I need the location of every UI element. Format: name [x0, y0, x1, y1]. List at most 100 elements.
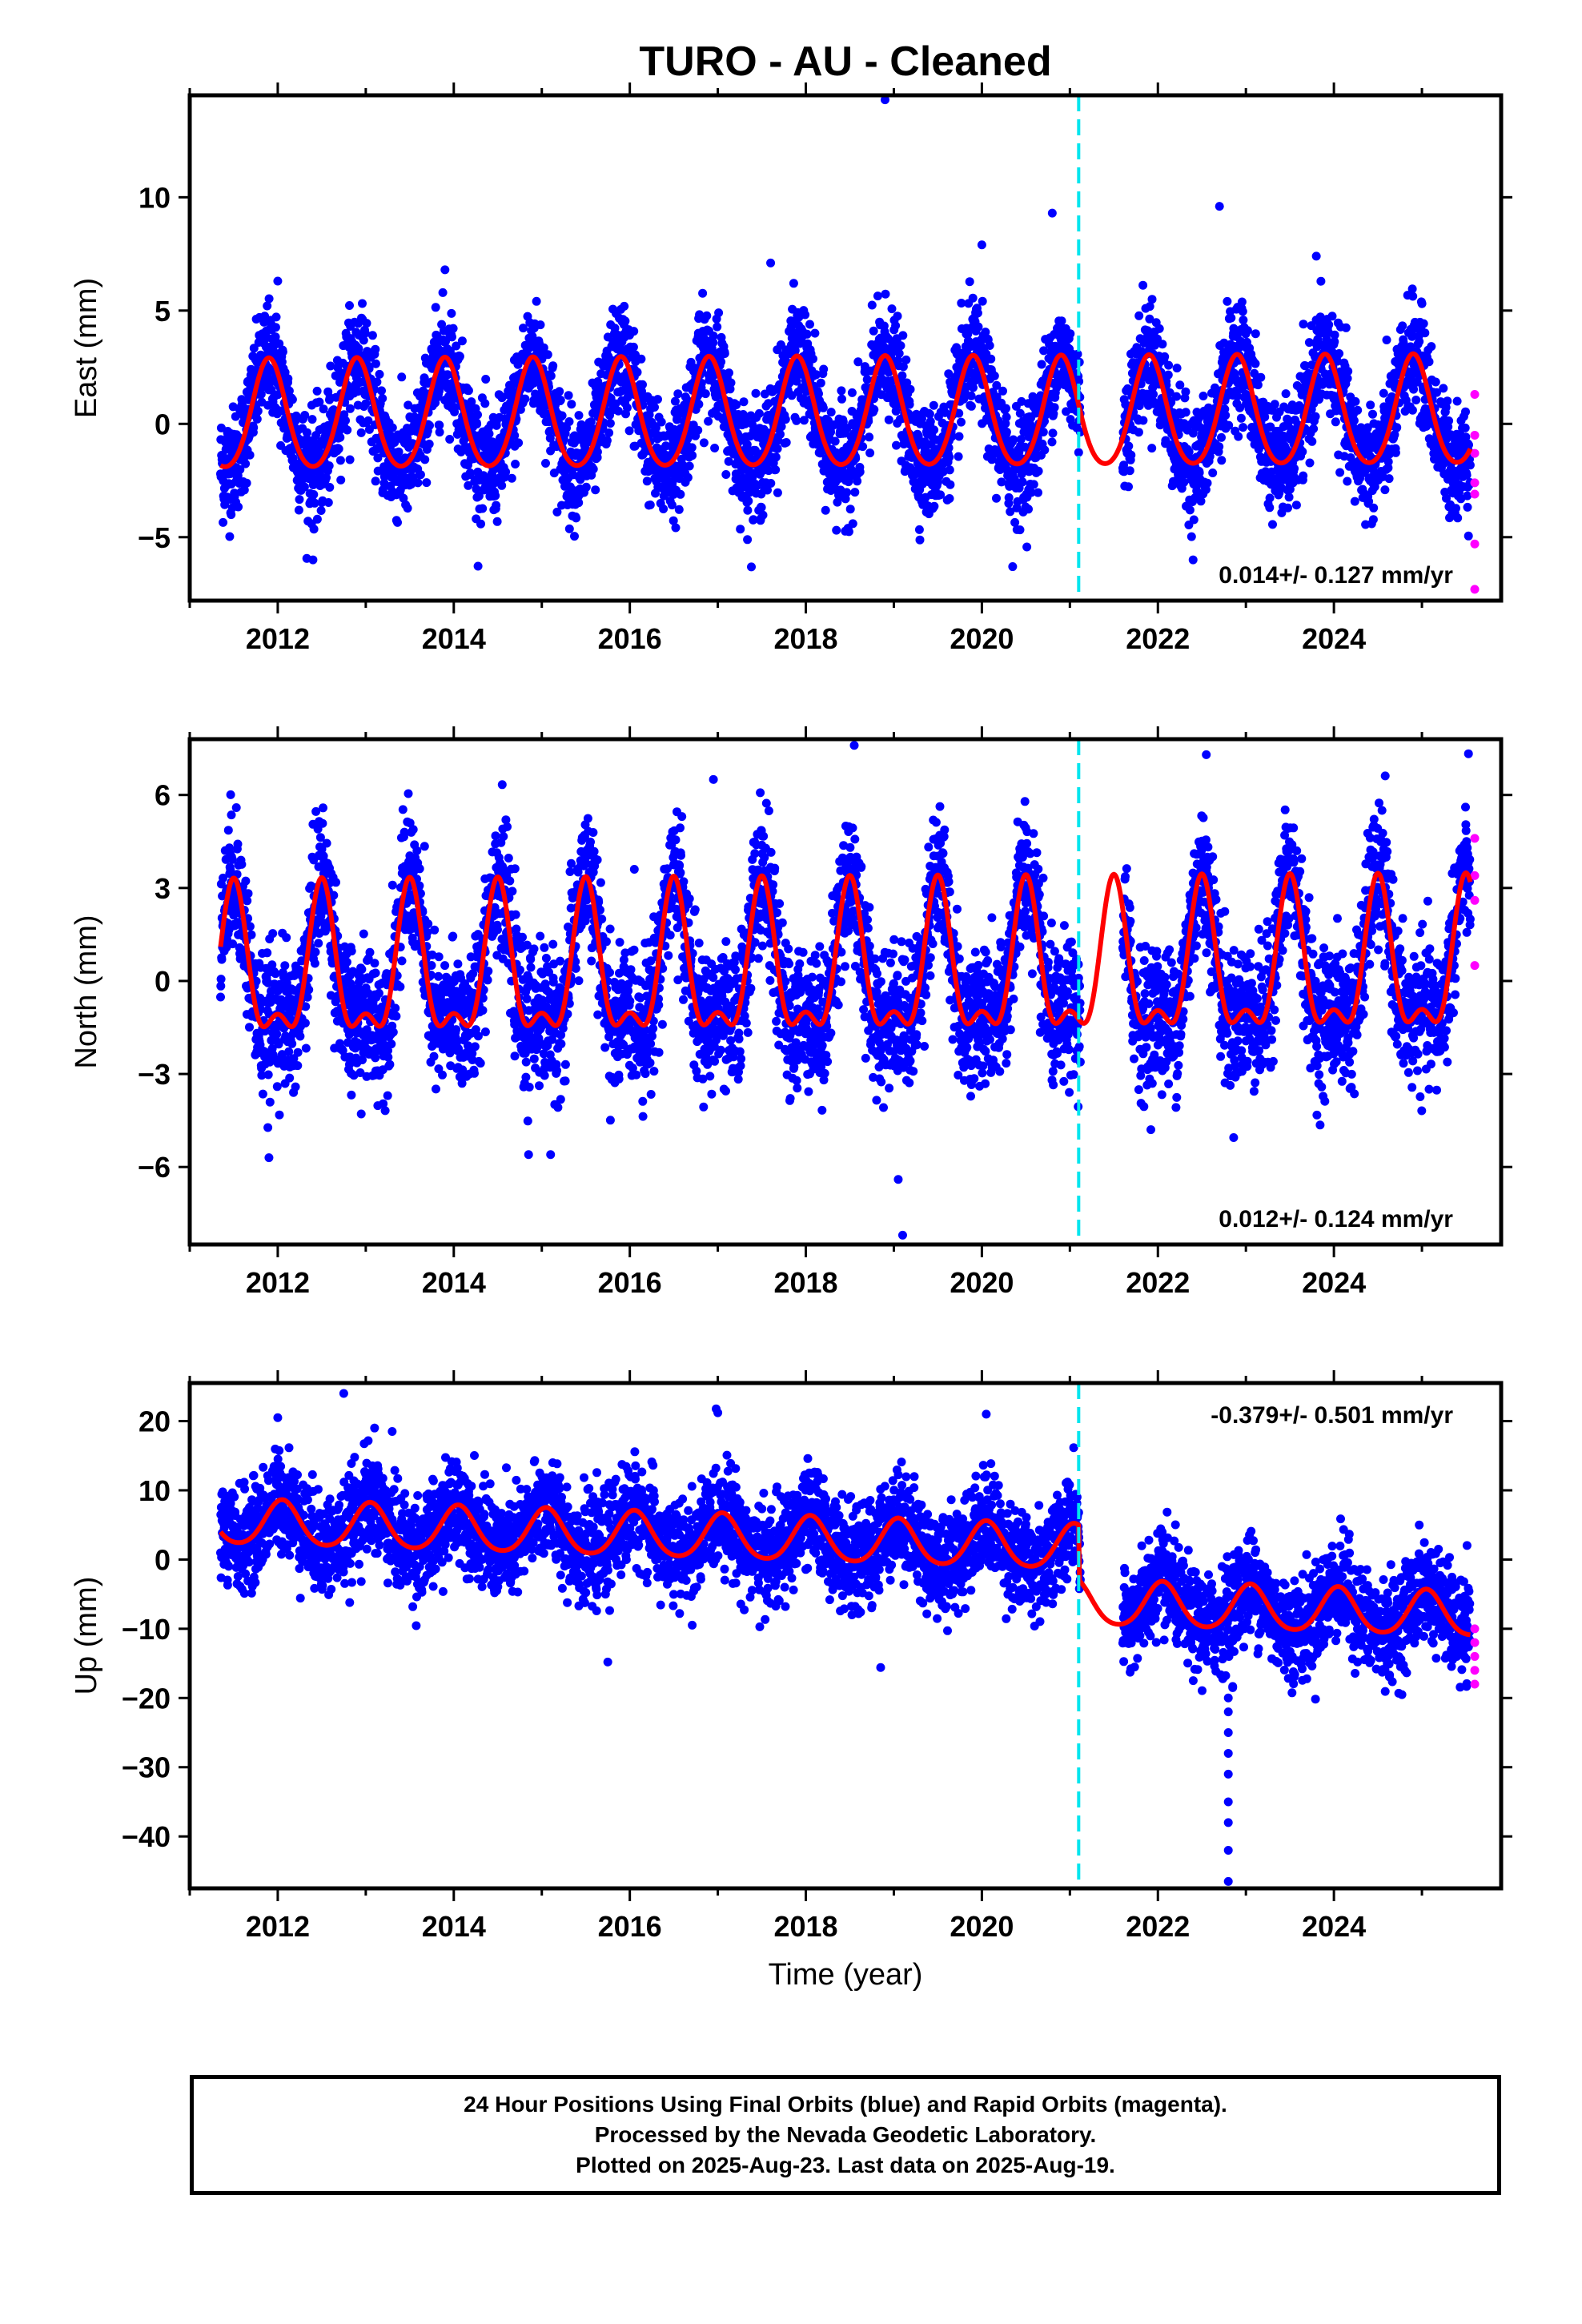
data-point — [1324, 320, 1334, 329]
data-point — [1311, 412, 1320, 421]
y-tick-label: 10 — [139, 181, 171, 214]
data-point — [361, 399, 371, 408]
data-point — [541, 459, 550, 468]
data-point — [1335, 468, 1345, 477]
data-point — [624, 426, 634, 436]
data-point — [830, 436, 840, 446]
data-point — [930, 501, 939, 511]
data-point — [1158, 340, 1167, 349]
data-point — [1407, 405, 1417, 415]
data-point — [673, 389, 683, 399]
data-point — [985, 341, 994, 350]
data-point — [556, 396, 565, 405]
data-point — [771, 465, 781, 475]
data-point — [990, 371, 999, 380]
data-point — [1452, 504, 1460, 513]
data-point — [315, 397, 324, 407]
data-point — [309, 490, 319, 499]
data-point — [1444, 416, 1454, 425]
data-point — [914, 525, 924, 534]
data-point — [532, 296, 541, 306]
data-point — [519, 324, 528, 333]
data-point — [709, 331, 718, 340]
data-point — [1189, 515, 1199, 525]
plot-area — [216, 95, 1480, 594]
data-point — [1343, 367, 1353, 376]
data-point — [1452, 396, 1462, 406]
data-point — [1290, 464, 1299, 473]
data-point — [901, 355, 911, 364]
data-point — [372, 377, 382, 387]
chart-title: TURO - AU - Cleaned — [639, 38, 1051, 85]
data-point — [1040, 445, 1050, 455]
data-point — [1184, 447, 1194, 456]
data-point — [1343, 476, 1352, 486]
data-point — [974, 322, 983, 332]
data-point — [1251, 329, 1260, 339]
data-point — [397, 372, 407, 382]
data-point — [650, 403, 659, 412]
data-point — [978, 296, 987, 306]
data-point — [685, 461, 694, 471]
data-point — [570, 532, 579, 541]
data-point — [1270, 400, 1279, 409]
data-point — [821, 505, 830, 515]
data-point — [747, 562, 756, 572]
data-point — [773, 488, 782, 497]
data-point — [865, 448, 875, 458]
rapid-point — [1470, 539, 1480, 549]
data-point — [1217, 456, 1227, 465]
data-point — [457, 336, 467, 346]
data-point — [1398, 321, 1407, 331]
data-point — [216, 992, 225, 1002]
data-point — [249, 423, 259, 432]
data-point — [363, 416, 373, 425]
data-point — [1239, 423, 1248, 432]
data-point — [574, 411, 584, 420]
data-point — [216, 975, 226, 984]
data-point — [628, 342, 638, 352]
outlier-point — [308, 555, 318, 565]
data-point — [362, 319, 371, 328]
data-point — [855, 467, 865, 476]
data-point — [613, 406, 623, 416]
data-point — [816, 378, 825, 388]
data-point — [1238, 307, 1247, 316]
data-point — [957, 417, 966, 427]
data-point — [1243, 326, 1252, 336]
data-point — [1002, 412, 1011, 422]
data-point — [1419, 319, 1428, 328]
data-point — [284, 386, 294, 396]
data-point — [1066, 329, 1075, 339]
data-point — [264, 294, 274, 304]
data-point — [345, 455, 355, 464]
data-point — [310, 498, 319, 508]
data-point — [1038, 428, 1048, 436]
data-point — [324, 461, 334, 471]
rate-label: 0.014+/- 0.127 mm/yr — [1219, 562, 1453, 589]
data-point — [1327, 312, 1337, 321]
data-point — [905, 400, 914, 409]
data-point — [789, 279, 798, 288]
x-tick-label: 2024 — [1302, 622, 1366, 655]
data-point — [492, 420, 501, 430]
data-point — [881, 289, 890, 299]
data-point — [1172, 364, 1182, 373]
data-point — [497, 480, 507, 490]
data-point — [605, 419, 615, 428]
rapid-point — [1470, 430, 1480, 440]
data-point — [377, 386, 386, 396]
data-point — [1181, 387, 1191, 396]
data-point — [1465, 460, 1475, 470]
data-point — [809, 354, 817, 364]
data-point — [1134, 311, 1144, 320]
data-point — [345, 301, 354, 310]
data-point — [481, 375, 491, 384]
data-point — [1265, 493, 1275, 503]
data-point — [1379, 388, 1388, 398]
data-point — [367, 331, 377, 340]
data-point — [1181, 408, 1191, 417]
data-point — [873, 292, 882, 301]
data-point — [413, 478, 423, 488]
